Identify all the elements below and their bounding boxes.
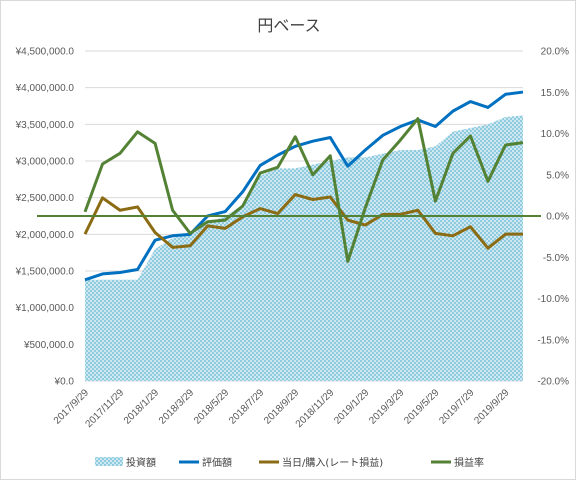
x-tick-label: 2019/7/29 <box>437 387 477 427</box>
right-tick-label: 0.0% <box>546 212 569 223</box>
right-tick-label: 10.0% <box>541 129 569 140</box>
x-axis-ticks: 2017/9/292017/11/292018/1/292018/3/29201… <box>52 387 512 430</box>
right-tick-label: -10.0% <box>537 294 569 305</box>
legend-label: 評価額 <box>202 456 232 469</box>
left-tick-label: ¥3,500,000.0 <box>15 120 75 131</box>
left-tick-label: ¥2,500,000.0 <box>15 193 75 204</box>
legend-label: 当日/購入(レート損益) <box>282 456 383 469</box>
right-axis-ticks: -20.0% -15.0% -10.0% -5.0% 0.0% 5.0% 10.0% 15.0… <box>537 47 569 388</box>
x-tick-label: 2018/11/29 <box>294 387 337 430</box>
left-tick-label: ¥2,000,000.0 <box>15 230 75 241</box>
right-tick-label: 15.0% <box>541 88 569 99</box>
right-tick-label: -15.0% <box>537 335 569 346</box>
left-tick-label: ¥4,500,000.0 <box>15 47 75 58</box>
right-tick-label: 20.0% <box>541 47 569 58</box>
series-line-2 <box>83 193 523 250</box>
series-line-3 <box>83 117 524 263</box>
series-area-0 <box>85 115 523 381</box>
left-tick-label: ¥3,000,000.0 <box>15 157 75 168</box>
x-tick-label: 2019/5/29 <box>402 387 442 427</box>
series-line-1 <box>84 90 524 282</box>
area-series <box>85 115 523 381</box>
left-tick-label: ¥500,000.0 <box>23 340 74 351</box>
legend-swatch-area <box>95 457 123 466</box>
legend: 投資額 評価額 当日/購入(レート損益) 損益率 <box>95 456 484 469</box>
x-tick-label: 2017/11/29 <box>84 387 127 430</box>
right-tick-label: -20.0% <box>537 377 569 388</box>
chart-title: 円ベース <box>257 16 320 35</box>
left-axis-ticks: ¥0.0 ¥500,000.0 ¥1,000,000.0 ¥1,500,000.0 ¥2… <box>15 47 75 388</box>
left-tick-label: ¥0.0 <box>54 377 75 388</box>
x-tick-label: 2019/9/29 <box>472 387 512 427</box>
x-tick-label: 2019/3/29 <box>367 387 407 427</box>
legend-label: 投資額 <box>126 456 156 469</box>
right-tick-label: -5.0% <box>543 253 569 264</box>
x-tick-label: 2018/1/29 <box>122 387 162 427</box>
x-tick-label: 2018/7/29 <box>227 387 267 427</box>
right-tick-label: 5.0% <box>546 170 569 181</box>
x-tick-label: 2018/3/29 <box>157 387 197 427</box>
left-tick-label: ¥1,500,000.0 <box>15 267 75 278</box>
left-tick-label: ¥1,000,000.0 <box>15 303 75 314</box>
x-tick-label: 2019/1/29 <box>332 387 372 427</box>
legend-label: 損益率 <box>454 456 484 469</box>
line-series <box>37 90 541 282</box>
x-tick-label: 2018/5/29 <box>192 387 232 427</box>
left-tick-label: ¥4,000,000.0 <box>15 83 75 94</box>
